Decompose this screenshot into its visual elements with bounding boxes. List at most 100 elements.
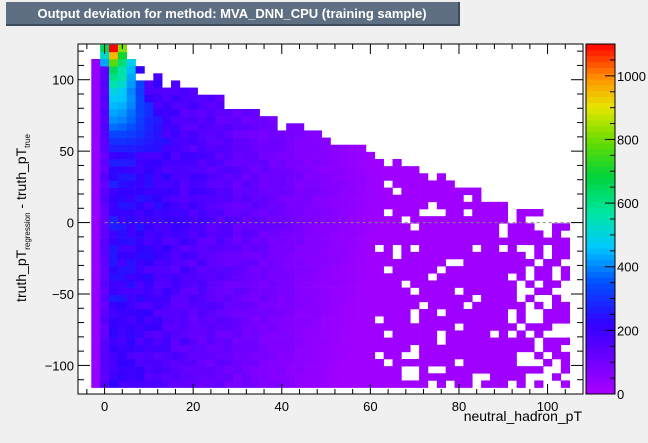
heatmap-bin [144, 230, 154, 238]
heatmap-bin [312, 373, 322, 381]
heatmap-bin [241, 151, 252, 160]
heatmap-bin [330, 287, 340, 296]
heatmap-bin [233, 309, 243, 317]
heatmap-bin [525, 337, 535, 346]
heatmap-bin [330, 316, 340, 324]
heatmap-bin [259, 366, 269, 374]
heatmap-bin [357, 180, 367, 188]
heatmap-bin [489, 380, 500, 388]
heatmap-bin [330, 244, 340, 253]
heatmap-bin [144, 373, 154, 381]
heatmap-bin [179, 309, 190, 317]
heatmap-bin [419, 273, 429, 281]
heatmap-bin [489, 280, 500, 288]
heatmap-bin [109, 209, 119, 217]
heatmap-bin [144, 294, 154, 303]
heatmap-bin [543, 344, 553, 353]
heatmap-bin [188, 116, 198, 124]
heatmap-bin [383, 380, 393, 388]
heatmap-bin [498, 273, 508, 281]
heatmap-bin [188, 194, 198, 203]
heatmap-bin [233, 180, 243, 188]
heatmap-bin [162, 309, 172, 317]
colorbar-tick-label: 0 [617, 387, 624, 402]
heatmap-bin [472, 330, 482, 338]
heatmap-bin [215, 194, 225, 203]
heatmap-bin [188, 266, 198, 274]
heatmap-bin [277, 316, 287, 324]
heatmap-bin [162, 330, 172, 338]
heatmap-bin [365, 273, 376, 281]
heatmap-bin [463, 266, 473, 274]
heatmap-bin [224, 294, 234, 303]
heatmap-bin [321, 351, 331, 360]
heatmap-bin [171, 237, 181, 246]
heatmap-bin [188, 337, 198, 346]
heatmap-bin [481, 380, 491, 388]
heatmap-bin [445, 301, 455, 310]
heatmap-bin [419, 251, 429, 260]
heatmap-bin [197, 116, 207, 124]
heatmap-bin [233, 166, 243, 174]
heatmap-bin [339, 380, 349, 388]
heatmap-bin [268, 259, 278, 267]
heatmap-bin [410, 180, 420, 188]
heatmap-bin [259, 223, 269, 231]
heatmap-bin [241, 237, 252, 246]
heatmap-bin [117, 216, 128, 224]
heatmap-bin [410, 201, 420, 210]
heatmap-bin [162, 244, 172, 253]
heatmap-bin [224, 144, 234, 153]
heatmap-bin [197, 123, 207, 131]
heatmap-bin [498, 209, 508, 217]
heatmap-bin [321, 173, 331, 181]
heatmap-bin [153, 359, 163, 367]
heatmap-bin [481, 316, 491, 324]
heatmap-bin [303, 187, 314, 196]
heatmap-bin [560, 309, 571, 317]
heatmap-bin [100, 294, 110, 303]
heatmap-bin [303, 237, 314, 246]
heatmap-bin [357, 294, 367, 303]
heatmap-bin [117, 359, 128, 367]
heatmap-bin [312, 194, 322, 203]
heatmap-bin [374, 223, 384, 231]
heatmap-bin [259, 359, 269, 367]
heatmap-bin [551, 344, 562, 353]
heatmap-bin [560, 366, 571, 374]
heatmap-bin [224, 244, 234, 253]
heatmap-bin [171, 209, 181, 217]
heatmap-bin [445, 294, 455, 303]
heatmap-bin [534, 244, 544, 253]
heatmap-bin [224, 266, 234, 274]
heatmap-bin [321, 344, 331, 353]
heatmap-bin [534, 366, 544, 374]
heatmap-bin [507, 337, 517, 346]
heatmap-bin [197, 194, 207, 203]
heatmap-bin [445, 187, 455, 196]
heatmap-bin [330, 223, 340, 231]
heatmap-bin [339, 287, 349, 296]
heatmap-bin [171, 123, 181, 131]
heatmap-bin [135, 166, 145, 174]
heatmap-bin [472, 259, 482, 267]
heatmap-bin [365, 344, 376, 353]
heatmap-bin [525, 259, 535, 267]
heatmap-bin [91, 130, 101, 138]
heatmap-bin [126, 366, 136, 374]
heatmap-bin [188, 344, 198, 353]
heatmap-bin [348, 244, 358, 253]
heatmap-bin [365, 266, 376, 274]
heatmap-bin [436, 323, 446, 331]
heatmap-bin [374, 366, 384, 374]
heatmap-bin [188, 373, 198, 381]
heatmap-bin [286, 180, 296, 188]
heatmap-bin [383, 294, 393, 303]
heatmap-bin [162, 144, 172, 153]
heatmap-bin [277, 301, 287, 310]
heatmap-bin [109, 287, 119, 296]
colorbar-band [586, 300, 615, 307]
heatmap-bin [286, 123, 296, 131]
colorbar-band [586, 79, 615, 86]
heatmap-bin [250, 109, 260, 117]
